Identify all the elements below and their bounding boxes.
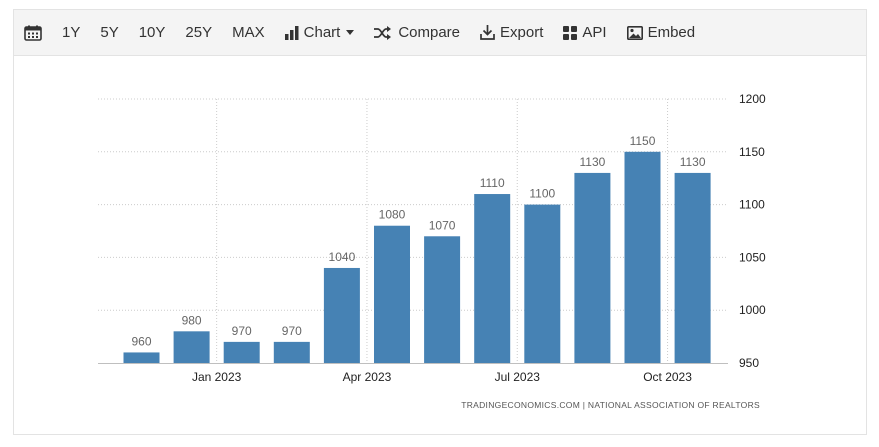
range-max-button[interactable]: MAX bbox=[232, 24, 265, 41]
chart-bar bbox=[674, 172, 711, 363]
chart-bar bbox=[323, 267, 360, 363]
source-text: TRADINGECONOMICS.COM | NATIONAL ASSOCIAT… bbox=[461, 400, 760, 410]
range-1y-button[interactable]: 1Y bbox=[62, 24, 81, 41]
bar-data-label: 970 bbox=[232, 324, 252, 338]
compare-label: Compare bbox=[398, 24, 461, 41]
bar-data-label: 1080 bbox=[379, 208, 406, 222]
caret-down-icon bbox=[346, 30, 355, 35]
x-tick-label: Jan 2023 bbox=[192, 370, 242, 384]
bar-data-label: 970 bbox=[282, 324, 302, 338]
chart-bar bbox=[624, 151, 661, 363]
bar-data-label: 960 bbox=[131, 334, 151, 348]
calendar-icon[interactable] bbox=[24, 10, 42, 55]
download-icon bbox=[480, 25, 495, 40]
chart-frame: 1Y 5Y 10Y 25Y MAX Chart bbox=[13, 9, 867, 435]
api-label: API bbox=[582, 24, 607, 41]
chart-bar bbox=[223, 341, 260, 363]
bar-data-label: 1130 bbox=[680, 155, 706, 169]
export-button[interactable]: Export bbox=[480, 10, 543, 55]
chart-type-button[interactable]: Chart bbox=[284, 10, 355, 55]
bar-data-label: 1110 bbox=[480, 176, 505, 190]
x-tick-label: Jul 2023 bbox=[495, 370, 541, 384]
grid-icon bbox=[563, 25, 578, 40]
bar-data-label: 1150 bbox=[630, 134, 656, 148]
chart-type-label: Chart bbox=[303, 24, 341, 41]
x-tick-label: Oct 2023 bbox=[643, 370, 692, 384]
bar-data-label: 1130 bbox=[579, 155, 605, 169]
bar-chart-icon bbox=[284, 25, 299, 40]
bar-data-label: 1040 bbox=[329, 250, 356, 264]
chart-bar bbox=[574, 172, 611, 363]
bar-data-label: 1070 bbox=[429, 218, 456, 232]
chart-bar bbox=[474, 194, 511, 363]
chart-bar bbox=[123, 352, 160, 363]
range-10y-button[interactable]: 10Y bbox=[138, 24, 166, 41]
export-label: Export bbox=[500, 24, 544, 41]
x-tick-label: Apr 2023 bbox=[343, 370, 392, 384]
chart-bar bbox=[424, 236, 461, 363]
range-25y-button[interactable]: 25Y bbox=[185, 24, 213, 41]
api-button[interactable]: API bbox=[563, 10, 607, 55]
bar-data-label: 1100 bbox=[529, 187, 555, 201]
bar-chart: 950 1000 1050 1100 1150 1200 Jan 2023 Apr 2023 J… bbox=[98, 92, 766, 410]
y-tick-label: 1050 bbox=[739, 250, 766, 264]
chart-area: 950 1000 1050 1100 1150 1200 Jan 2023 Apr 2023 J… bbox=[14, 56, 866, 434]
image-icon bbox=[626, 25, 643, 40]
y-tick-label: 1200 bbox=[739, 92, 766, 106]
chart-toolbar: 1Y 5Y 10Y 25Y MAX Chart bbox=[14, 10, 866, 56]
range-5y-button[interactable]: 5Y bbox=[100, 24, 119, 41]
y-tick-label: 950 bbox=[739, 356, 759, 370]
chart-bar bbox=[273, 341, 310, 363]
bar-data-label: 980 bbox=[182, 313, 202, 327]
y-tick-label: 1100 bbox=[739, 198, 765, 212]
y-tick-label: 1000 bbox=[739, 303, 766, 317]
chart-bar bbox=[374, 225, 410, 363]
chart-bar bbox=[173, 331, 210, 363]
y-tick-label: 1150 bbox=[739, 145, 765, 159]
chart-bar bbox=[524, 204, 561, 363]
shuffle-icon bbox=[374, 25, 392, 40]
embed-label: Embed bbox=[647, 24, 696, 41]
embed-button[interactable]: Embed bbox=[626, 10, 696, 55]
compare-button[interactable]: Compare bbox=[374, 10, 460, 55]
